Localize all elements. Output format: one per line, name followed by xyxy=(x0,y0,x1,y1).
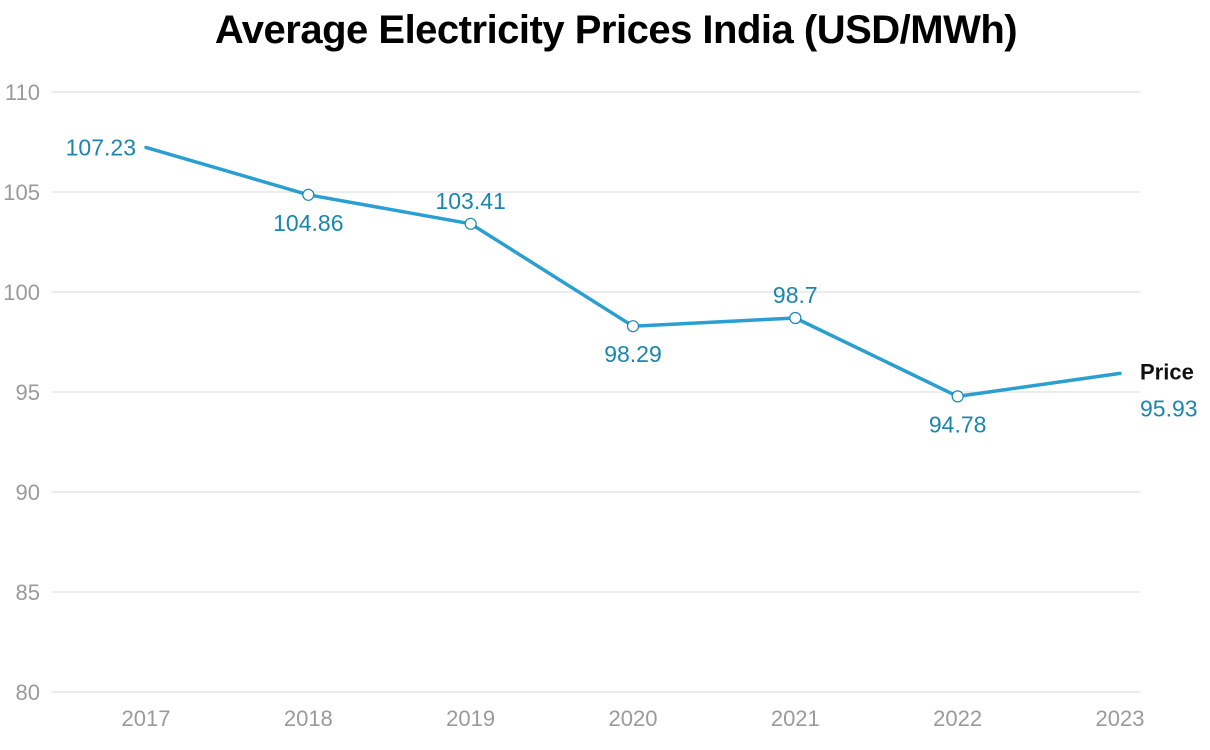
data-point xyxy=(789,311,802,325)
y-axis-ticks: 80 85 90 95 100 105 110 xyxy=(3,80,40,705)
data-point xyxy=(951,390,964,403)
y-tick-label: 90 xyxy=(16,480,40,505)
data-label: 107.23 xyxy=(66,134,136,160)
x-tick-label: 2017 xyxy=(122,706,171,731)
x-tick-label: 2023 xyxy=(1096,706,1145,731)
y-tick-label: 80 xyxy=(16,680,40,705)
series-name-label: Price xyxy=(1140,359,1194,384)
data-label: 103.41 xyxy=(435,188,505,214)
data-point xyxy=(626,320,640,333)
y-tick-label: 110 xyxy=(5,80,40,105)
y-tick-label: 100 xyxy=(3,280,40,305)
chart-title: Average Electricity Prices India (USD/MW… xyxy=(214,8,1018,52)
data-label: 98.7 xyxy=(773,282,818,308)
y-tick-label: 85 xyxy=(16,580,40,605)
data-point xyxy=(464,217,477,230)
data-label: 98.29 xyxy=(604,341,662,367)
y-tick-label: 95 xyxy=(16,380,40,405)
data-point xyxy=(302,188,315,201)
x-tick-label: 2022 xyxy=(933,706,982,731)
x-tick-label: 2020 xyxy=(609,706,658,731)
grid-lines xyxy=(52,91,1140,693)
x-axis-ticks: 2017 2018 2019 2020 2021 2022 2023 xyxy=(122,706,1145,731)
data-label: 94.78 xyxy=(929,411,987,437)
data-label: 95.93 xyxy=(1140,395,1198,421)
y-tick-label: 105 xyxy=(3,180,40,205)
data-label: 104.86 xyxy=(273,210,343,236)
x-tick-label: 2021 xyxy=(771,706,820,731)
x-tick-label: 2018 xyxy=(284,706,333,731)
x-tick-label: 2019 xyxy=(446,706,495,731)
series-price xyxy=(144,145,1122,403)
data-labels: 107.23 104.86 103.41 98.29 98.7 94.78 95.93 Pri… xyxy=(66,134,1198,437)
